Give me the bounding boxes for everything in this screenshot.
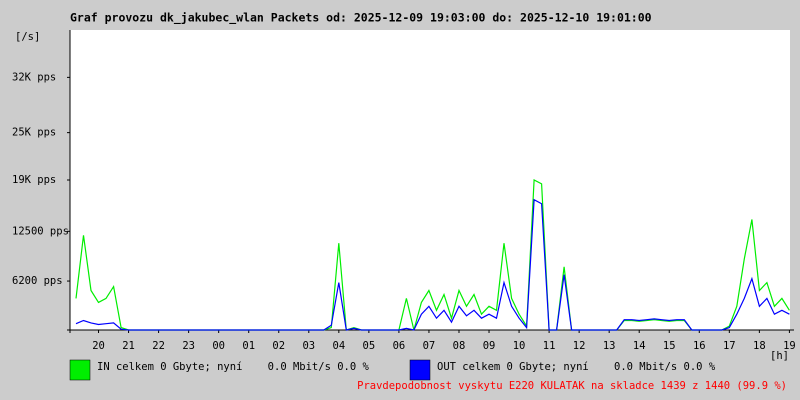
legend-swatch bbox=[409, 359, 431, 381]
series-line bbox=[75, 198, 790, 331]
x-tick-label: 03 bbox=[302, 340, 315, 352]
x-axis-label: [h] bbox=[770, 350, 789, 362]
x-tick-label: 14 bbox=[633, 340, 646, 352]
plot-area bbox=[70, 30, 790, 330]
x-tick-label: 05 bbox=[363, 340, 376, 352]
x-tick-label: 07 bbox=[423, 340, 436, 352]
legend-label: OUT celkem 0 Gbyte; nyní 0.0 Mbit/s 0.0 … bbox=[437, 361, 716, 373]
x-tick-label: 17 bbox=[723, 340, 736, 352]
x-tick-label: 16 bbox=[693, 340, 706, 352]
legend-swatch bbox=[69, 359, 91, 381]
x-tick-label: 23 bbox=[182, 340, 195, 352]
legend-label: IN celkem 0 Gbyte; nyní 0.0 Mbit/s 0.0 % bbox=[97, 361, 370, 373]
x-tick-label: 18 bbox=[753, 340, 766, 352]
x-tick-label: 12 bbox=[573, 340, 586, 352]
x-tick-label: 20 bbox=[92, 340, 105, 352]
y-tick-label: 6200 pps bbox=[12, 275, 63, 287]
y-tick-label: 32K pps bbox=[12, 71, 56, 83]
y-axis-label: [/s] bbox=[15, 31, 40, 43]
chart-title: Graf provozu dk_jakubec_wlan Packets od:… bbox=[70, 11, 652, 26]
x-tick-label: 00 bbox=[212, 340, 225, 352]
y-tick-label: 12500 pps bbox=[12, 225, 69, 237]
x-tick-label: 19 bbox=[783, 340, 796, 352]
x-tick-label: 09 bbox=[483, 340, 496, 352]
x-tick-label: 06 bbox=[393, 340, 406, 352]
x-tick-label: 11 bbox=[543, 340, 556, 352]
x-tick-label: 01 bbox=[242, 340, 255, 352]
y-tick-label: 25K pps bbox=[12, 127, 56, 139]
x-tick-label: 15 bbox=[663, 340, 676, 352]
x-tick-label: 04 bbox=[333, 340, 346, 352]
x-tick-label: 08 bbox=[453, 340, 466, 352]
footer: Pravdepodobnost vyskytu E220 KULATAK na … bbox=[357, 380, 787, 392]
x-tick-label: 10 bbox=[513, 340, 526, 352]
x-tick-label: 02 bbox=[272, 340, 285, 352]
x-tick-label: 22 bbox=[152, 340, 165, 352]
y-tick-label: 19K pps bbox=[12, 174, 56, 186]
x-tick-label: 13 bbox=[603, 340, 616, 352]
x-tick-label: 21 bbox=[122, 340, 135, 352]
